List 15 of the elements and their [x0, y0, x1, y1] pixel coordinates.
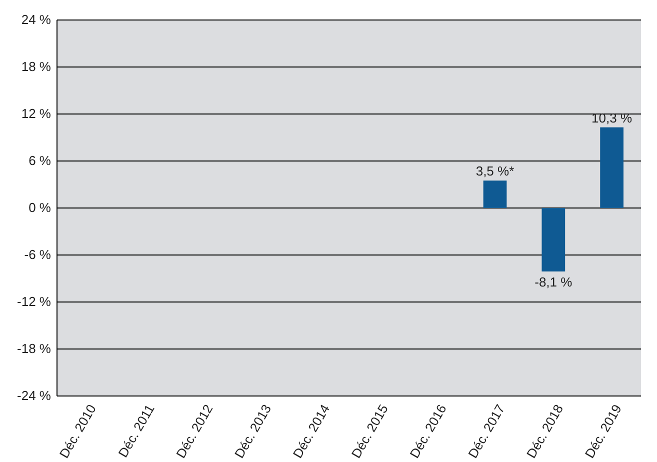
data-label: 3,5 %* — [476, 164, 514, 179]
y-tick-label: 18 % — [21, 59, 52, 74]
y-tick-label: 0 % — [28, 200, 52, 216]
bar — [600, 127, 624, 208]
bar — [542, 208, 566, 272]
y-tick-label: -24 % — [17, 388, 52, 404]
bar — [483, 180, 507, 208]
y-tick-label: -12 % — [17, 294, 52, 310]
y-tick-label: -18 % — [17, 341, 52, 356]
data-label: -8,1 % — [534, 274, 573, 290]
data-label: 10,3 % — [592, 110, 632, 126]
y-tick-label: -6 % — [24, 247, 52, 262]
y-tick-label: 6 % — [28, 153, 52, 168]
y-tick-label: 12 % — [21, 106, 52, 122]
y-tick-label: 24 % — [21, 12, 52, 28]
